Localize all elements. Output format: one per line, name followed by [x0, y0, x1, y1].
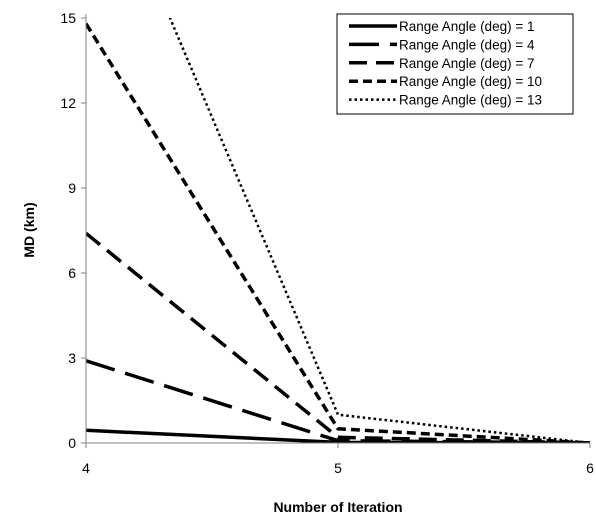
- x-tick-label: 6: [586, 460, 594, 476]
- y-tick-label: 3: [68, 350, 76, 366]
- y-tick-label: 12: [60, 95, 76, 111]
- x-axis-title: Number of Iteration: [273, 499, 402, 515]
- series-line-5: [168, 18, 590, 443]
- y-tick-label: 9: [68, 180, 76, 196]
- x-tick-label: 5: [334, 460, 342, 476]
- series-line-3: [86, 231, 590, 443]
- legend-label: Range Angle (deg) = 1: [399, 19, 534, 34]
- y-tick-label: 6: [68, 265, 76, 281]
- series-line-4: [86, 22, 590, 443]
- y-tick-label: 0: [68, 435, 76, 451]
- legend-label: Range Angle (deg) = 13: [399, 93, 542, 108]
- axes: [81, 14, 591, 448]
- series-line-2: [86, 359, 590, 443]
- y-axis-title: MD (km): [21, 202, 37, 257]
- legend-label: Range Angle (deg) = 4: [399, 37, 535, 52]
- legend: Range Angle (deg) = 1 Range Angle (deg) =…: [336, 13, 574, 115]
- legend-label: Range Angle (deg) = 10: [399, 74, 542, 89]
- x-tick-label: 4: [82, 460, 90, 476]
- legend-label: Range Angle (deg) = 7: [399, 56, 534, 71]
- tick-labels: 0 3 6 9 12 15 4 5 6: [60, 10, 594, 476]
- y-tick-label: 15: [60, 10, 76, 26]
